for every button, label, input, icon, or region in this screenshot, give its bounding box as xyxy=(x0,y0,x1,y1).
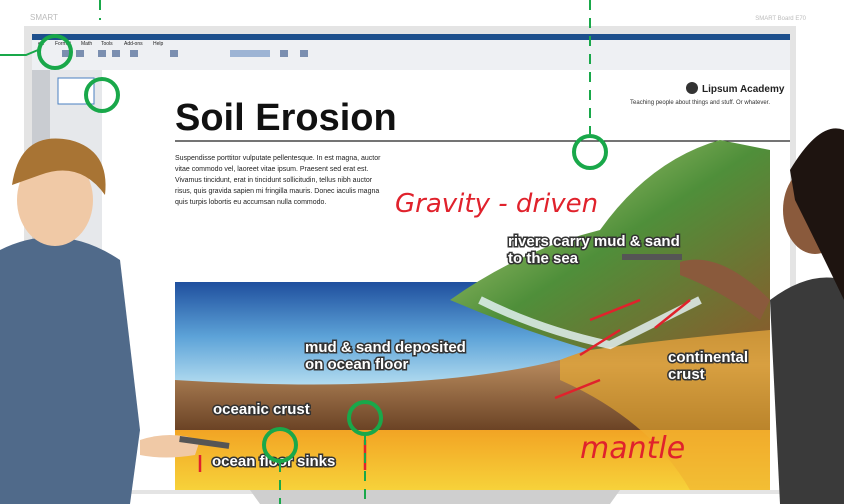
screenshot: SMART SMART Board E70 ertFormatMathTools… xyxy=(0,0,844,504)
icon xyxy=(300,50,308,57)
icon xyxy=(230,50,270,57)
handwriting: mantle xyxy=(580,431,685,466)
pen xyxy=(622,254,682,260)
logo-icon xyxy=(686,82,698,94)
body-line: Vivamus tincidunt, erat in tincidunt sol… xyxy=(175,177,373,184)
diagram-label: rivers carry mud & sand xyxy=(508,233,680,250)
diagram-label: to the sea xyxy=(508,250,579,267)
menu-item[interactable]: Tools xyxy=(101,41,113,47)
icon xyxy=(112,50,120,57)
menu-item[interactable]: Help xyxy=(153,41,164,47)
brand: SMART xyxy=(30,13,58,22)
icon xyxy=(280,50,288,57)
body-line: risus, quis gravida sapien mi fringilla … xyxy=(175,188,379,195)
diagram-label: crust xyxy=(668,366,705,383)
menu-item[interactable]: Math xyxy=(81,41,92,47)
body-line: quis turpis lobortis eu accumsan nulla c… xyxy=(175,199,326,206)
icon xyxy=(76,50,84,57)
shirt xyxy=(0,237,140,504)
diagram-label: oceanic crust xyxy=(213,401,310,418)
logo: Lipsum Academy xyxy=(702,84,785,95)
sweater xyxy=(770,278,844,504)
icon xyxy=(130,50,138,57)
menu-item[interactable]: Add-ons xyxy=(124,41,143,47)
title-bar xyxy=(32,34,790,40)
stand xyxy=(250,490,620,504)
icon xyxy=(170,50,178,57)
slide-title: Soil Erosion xyxy=(175,97,397,139)
tagline: Teaching people about things and stuff. … xyxy=(630,100,770,106)
diagram-label: on ocean floor xyxy=(305,356,409,373)
model: SMART Board E70 xyxy=(755,16,806,22)
diagram-label: mud & sand deposited xyxy=(305,339,466,356)
toolbar xyxy=(32,40,790,70)
icon xyxy=(98,50,106,57)
body-line: vitae commodo vel, laoreet vitae ipsum. … xyxy=(175,166,368,173)
handwriting: Gravity - driven xyxy=(395,189,598,219)
body-line: Suspendisse porttitor vulputate pellente… xyxy=(175,155,381,162)
diagram-label: continental xyxy=(668,349,748,366)
